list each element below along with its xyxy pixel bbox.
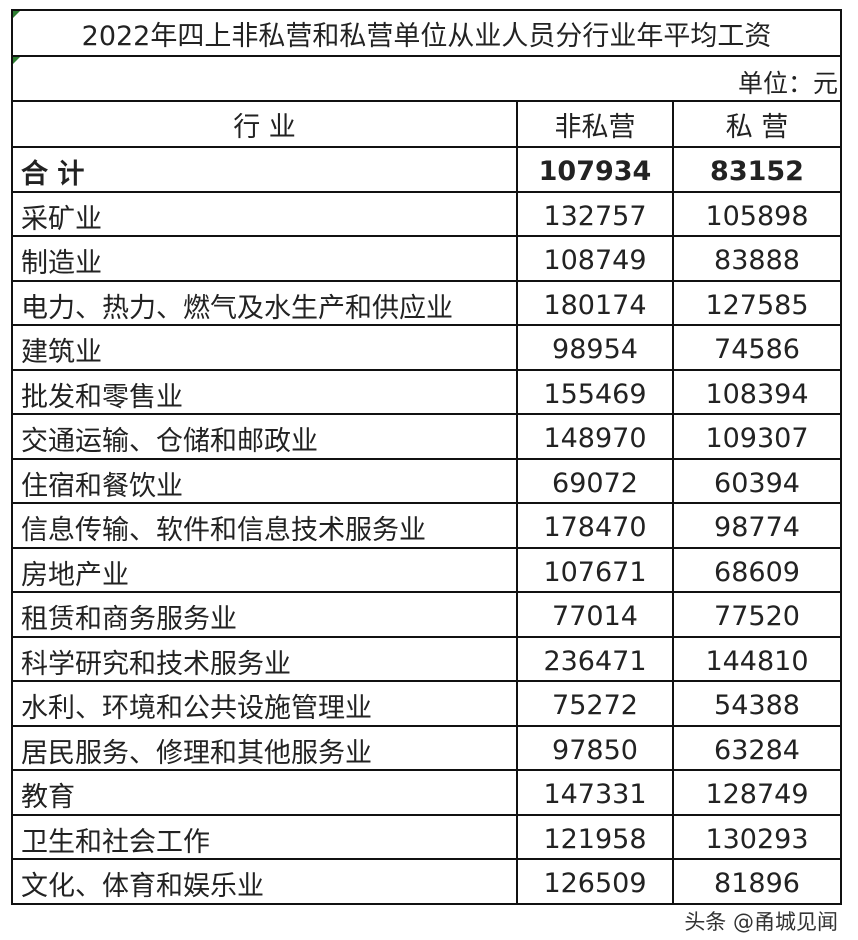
non-private-cell: 98954 — [518, 326, 674, 369]
table-row: 交通运输、仓储和邮政业 148970 109307 — [13, 415, 840, 460]
industry-cell: 房地产业 — [13, 548, 518, 591]
non-private-cell: 107934 — [518, 148, 674, 191]
table-row: 居民服务、修理和其他服务业 97850 63284 — [13, 726, 840, 771]
private-cell: 83152 — [710, 156, 804, 188]
private-cell: 74586 — [714, 334, 800, 366]
non-private-cell: 147331 — [518, 771, 674, 814]
table-row: 租赁和商务服务业 77014 77520 — [13, 593, 840, 638]
unit-label: 单位：元 — [737, 69, 838, 98]
non-private-cell: 97850 — [518, 726, 674, 769]
header-private: 私 营 — [725, 111, 789, 143]
non-private-cell: 69072 — [518, 459, 674, 502]
non-private-cell: 77014 — [518, 593, 674, 636]
private-cell: 54388 — [714, 690, 800, 722]
header-row: 行 业 非私营 私 营 — [13, 102, 840, 148]
private-cell: 83888 — [714, 245, 800, 277]
non-private-cell: 236471 — [518, 637, 674, 680]
table-row: 电力、热力、燃气及水生产和供应业 180174 127585 — [13, 281, 840, 326]
non-private-cell: 155469 — [518, 370, 674, 413]
private-cell: 144810 — [705, 645, 809, 677]
industry-cell: 制造业 — [13, 237, 518, 280]
private-cell: 128749 — [705, 779, 809, 811]
wage-table: 2022年四上非私营和私营单位从业人员分行业年平均工资 单位：元 行 业 非私营… — [11, 9, 842, 905]
header-industry: 行 业 — [13, 102, 518, 146]
table-row: 水利、环境和公共设施管理业 75272 54388 — [13, 682, 840, 727]
non-private-cell: 178470 — [518, 504, 674, 547]
table-row: 建筑业 98954 74586 — [13, 326, 840, 371]
table-title: 2022年四上非私营和私营单位从业人员分行业年平均工资 — [81, 20, 772, 52]
table-body: 合 计 107934 83152 采矿业 132757 105898 制造业 108749 83… — [13, 148, 840, 905]
table-row: 科学研究和技术服务业 236471 144810 — [13, 637, 840, 682]
industry-cell: 建筑业 — [13, 326, 518, 369]
industry-cell: 租赁和商务服务业 — [13, 593, 518, 636]
private-cell: 60394 — [714, 467, 800, 499]
private-cell: 81896 — [714, 868, 800, 900]
table-row: 教育 147331 128749 — [13, 771, 840, 816]
non-private-cell: 107671 — [518, 548, 674, 591]
table-title-row: 2022年四上非私营和私营单位从业人员分行业年平均工资 — [13, 11, 840, 57]
industry-cell: 教育 — [13, 771, 518, 814]
watermark: 头条 @甬城见闻 — [684, 910, 838, 934]
industry-cell: 信息传输、软件和信息技术服务业 — [13, 504, 518, 547]
industry-cell: 卫生和社会工作 — [13, 815, 518, 858]
industry-cell: 文化、体育和娱乐业 — [13, 860, 518, 903]
private-cell: 77520 — [714, 601, 800, 633]
private-cell: 63284 — [714, 734, 800, 766]
private-cell: 68609 — [714, 556, 800, 588]
industry-cell: 电力、热力、燃气及水生产和供应业 — [13, 281, 518, 324]
industry-cell: 居民服务、修理和其他服务业 — [13, 726, 518, 769]
table-row: 文化、体育和娱乐业 126509 81896 — [13, 860, 840, 905]
non-private-cell: 126509 — [518, 860, 674, 903]
non-private-cell: 75272 — [518, 682, 674, 725]
private-cell: 98774 — [714, 512, 800, 544]
private-cell: 127585 — [705, 289, 809, 321]
header-non-private: 非私营 — [518, 102, 674, 146]
table-row: 房地产业 107671 68609 — [13, 548, 840, 593]
private-cell: 109307 — [705, 423, 809, 455]
private-cell: 108394 — [705, 378, 809, 410]
private-cell: 105898 — [705, 200, 809, 232]
non-private-cell: 108749 — [518, 237, 674, 280]
industry-cell: 采矿业 — [13, 192, 518, 235]
industry-cell: 水利、环境和公共设施管理业 — [13, 682, 518, 725]
non-private-cell: 148970 — [518, 415, 674, 458]
non-private-cell: 132757 — [518, 192, 674, 235]
cell-marker-icon — [13, 11, 20, 18]
total-row: 合 计 107934 83152 — [13, 148, 840, 193]
table-row: 制造业 108749 83888 — [13, 237, 840, 282]
private-cell: 130293 — [705, 823, 809, 855]
table-row: 信息传输、软件和信息技术服务业 178470 98774 — [13, 504, 840, 549]
industry-cell: 住宿和餐饮业 — [13, 459, 518, 502]
table-row: 采矿业 132757 105898 — [13, 192, 840, 237]
table-row: 卫生和社会工作 121958 130293 — [13, 815, 840, 860]
industry-cell: 科学研究和技术服务业 — [13, 637, 518, 680]
industry-cell: 交通运输、仓储和邮政业 — [13, 415, 518, 458]
unit-row: 单位：元 — [13, 57, 840, 102]
non-private-cell: 180174 — [518, 281, 674, 324]
table-row: 批发和零售业 155469 108394 — [13, 370, 840, 415]
cell-marker-icon — [13, 57, 20, 64]
industry-cell: 批发和零售业 — [13, 370, 518, 413]
industry-cell: 合 计 — [13, 148, 518, 191]
table-row: 住宿和餐饮业 69072 60394 — [13, 459, 840, 504]
non-private-cell: 121958 — [518, 815, 674, 858]
